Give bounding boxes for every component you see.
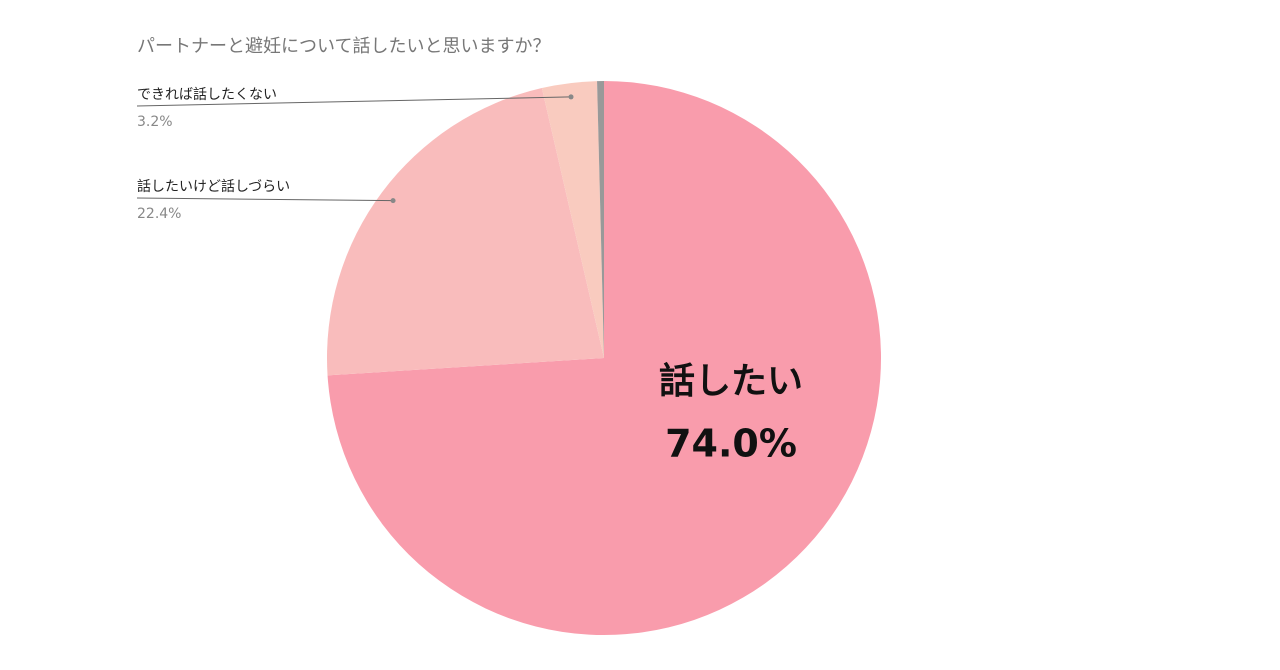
leader-dot bbox=[568, 94, 574, 100]
slice-value-label: 3.2% bbox=[137, 114, 173, 130]
leader-dot bbox=[390, 198, 396, 204]
pie-slice bbox=[327, 81, 881, 635]
leader-line bbox=[136, 197, 394, 202]
pie-slice bbox=[597, 81, 604, 358]
leader-line bbox=[136, 96, 572, 107]
slice-label: 話したい bbox=[659, 361, 803, 402]
slice-label: 話したいけど話しづらい bbox=[137, 178, 290, 195]
slice-value-label: 22.4% bbox=[137, 206, 181, 222]
slice-label: できれば話したくない bbox=[137, 86, 277, 103]
pie-slice bbox=[541, 81, 604, 359]
pie-slice bbox=[327, 88, 604, 376]
slice-value-label: 74.0% bbox=[665, 422, 797, 466]
chart-title: パートナーと避妊について話したいと思いますか？ bbox=[137, 36, 550, 57]
